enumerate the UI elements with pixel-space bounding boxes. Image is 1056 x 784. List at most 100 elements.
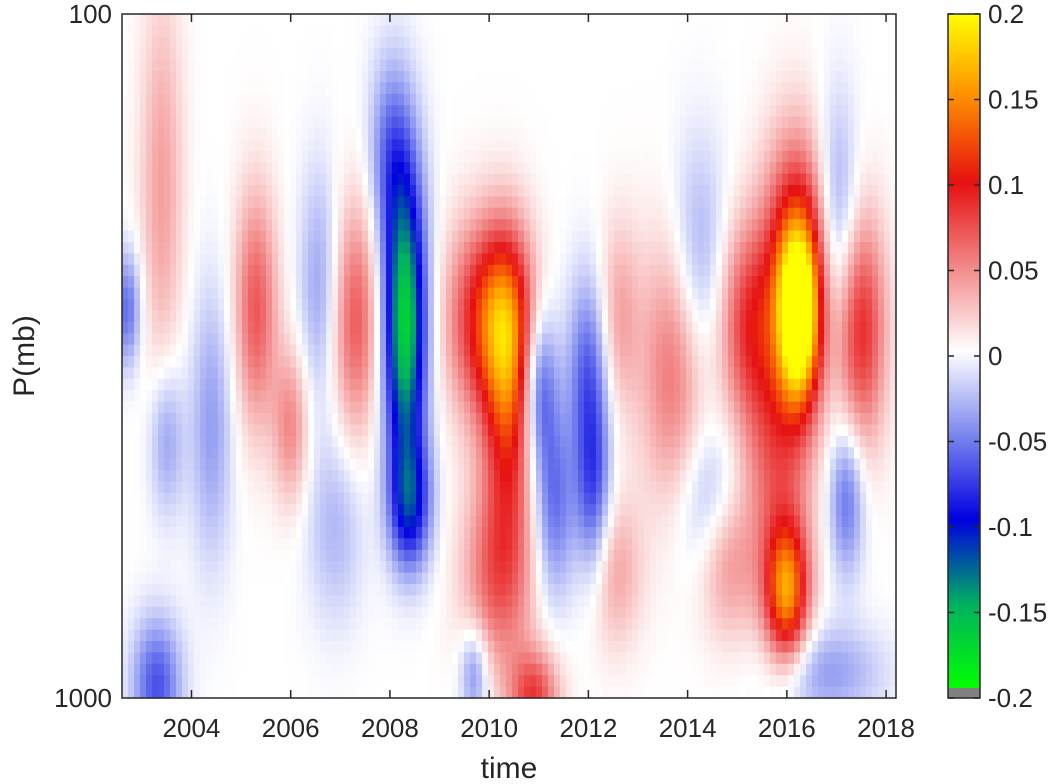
heatmap-cell [500, 435, 507, 448]
heatmap-cell [530, 413, 537, 425]
heatmap-cell [860, 196, 867, 209]
heatmap-cell [572, 196, 579, 209]
heatmap-cell [752, 71, 759, 83]
heatmap-cell [260, 128, 267, 140]
heatmap-cell [344, 287, 351, 300]
heatmap-cell [410, 390, 417, 403]
heatmap-cell [590, 59, 597, 72]
heatmap-cell [368, 71, 375, 83]
heatmap-cell [530, 276, 537, 289]
heatmap-cell [398, 253, 405, 266]
heatmap-cell [332, 36, 339, 49]
heatmap-cell [290, 230, 297, 243]
heatmap-cell [806, 287, 813, 300]
heatmap-cell [236, 367, 243, 380]
heatmap-cell [668, 93, 675, 106]
heatmap-cell [830, 207, 837, 220]
heatmap-cell [800, 219, 807, 232]
heatmap-cell [260, 356, 267, 368]
heatmap-cell [590, 276, 597, 289]
heatmap-cell [224, 48, 231, 61]
heatmap-cell [170, 82, 177, 95]
heatmap-cell [434, 219, 441, 232]
heatmap-cell [416, 287, 423, 300]
heatmap-cell [746, 356, 753, 368]
heatmap-cell [302, 390, 309, 403]
heatmap-cell [404, 333, 411, 346]
heatmap-cell [278, 424, 285, 437]
heatmap-cell [656, 150, 663, 163]
heatmap-cell [848, 25, 855, 38]
heatmap-cell [422, 71, 429, 83]
heatmap-cell [518, 321, 525, 334]
heatmap-cell [518, 59, 525, 72]
heatmap-cell [884, 242, 891, 254]
heatmap-cell [230, 128, 237, 140]
heatmap-cell [416, 162, 423, 175]
heatmap-cell [122, 185, 129, 197]
heatmap-cell [320, 424, 327, 437]
heatmap-cell [734, 390, 741, 403]
heatmap-cell [284, 150, 291, 163]
heatmap-cell [338, 287, 345, 300]
heatmap-cell [764, 105, 771, 118]
heatmap-cell [686, 299, 693, 311]
heatmap-cell [278, 287, 285, 300]
heatmap-cell [710, 264, 717, 277]
heatmap-cell [374, 139, 381, 152]
heatmap-cell [824, 150, 831, 163]
heatmap-cell [776, 207, 783, 220]
heatmap-cell [140, 367, 147, 380]
heatmap-cell [164, 173, 171, 186]
heatmap-cell [884, 253, 891, 266]
heatmap-cell [620, 264, 627, 277]
heatmap-cell [260, 333, 267, 346]
heatmap-cell [152, 264, 159, 277]
heatmap-cell [218, 378, 225, 391]
heatmap-cell [848, 276, 855, 289]
heatmap-cell [194, 413, 201, 425]
heatmap-cell [260, 413, 267, 425]
heatmap-cell [884, 413, 891, 425]
heatmap-cell [500, 401, 507, 414]
heatmap-cell [422, 139, 429, 152]
heatmap-cell [788, 162, 795, 175]
heatmap-cell [548, 344, 555, 357]
heatmap-cell [422, 401, 429, 414]
heatmap-cell [398, 185, 405, 197]
heatmap-cell [320, 36, 327, 49]
heatmap-cell [176, 185, 183, 197]
heatmap-cell [734, 299, 741, 311]
heatmap-cell [260, 367, 267, 380]
heatmap-cell [848, 356, 855, 368]
heatmap-cell [722, 253, 729, 266]
heatmap-cell [176, 139, 183, 152]
heatmap-cell [164, 150, 171, 163]
heatmap-cell [500, 48, 507, 61]
heatmap-cell [764, 367, 771, 380]
heatmap-cell [668, 242, 675, 254]
heatmap-cell [536, 71, 543, 83]
heatmap-cell [752, 321, 759, 334]
heatmap-cell [794, 378, 801, 391]
heatmap-cell [524, 344, 531, 357]
heatmap-cell [500, 344, 507, 357]
heatmap-cell [164, 264, 171, 277]
heatmap-cell [656, 116, 663, 129]
heatmap-cell [122, 25, 129, 38]
heatmap-cell [254, 367, 261, 380]
heatmap-cell [560, 401, 567, 414]
heatmap-cell [602, 71, 609, 83]
heatmap-cell [836, 93, 843, 106]
heatmap-cell [134, 253, 141, 266]
heatmap-cell [560, 333, 567, 346]
heatmap-cell [716, 321, 723, 334]
heatmap-cell [290, 321, 297, 334]
heatmap-cell [218, 435, 225, 448]
heatmap-cell [830, 299, 837, 311]
heatmap-cell [266, 356, 273, 368]
heatmap-cell [530, 264, 537, 277]
heatmap-cell [326, 401, 333, 414]
heatmap-cell [488, 196, 495, 209]
heatmap-cell [236, 116, 243, 129]
